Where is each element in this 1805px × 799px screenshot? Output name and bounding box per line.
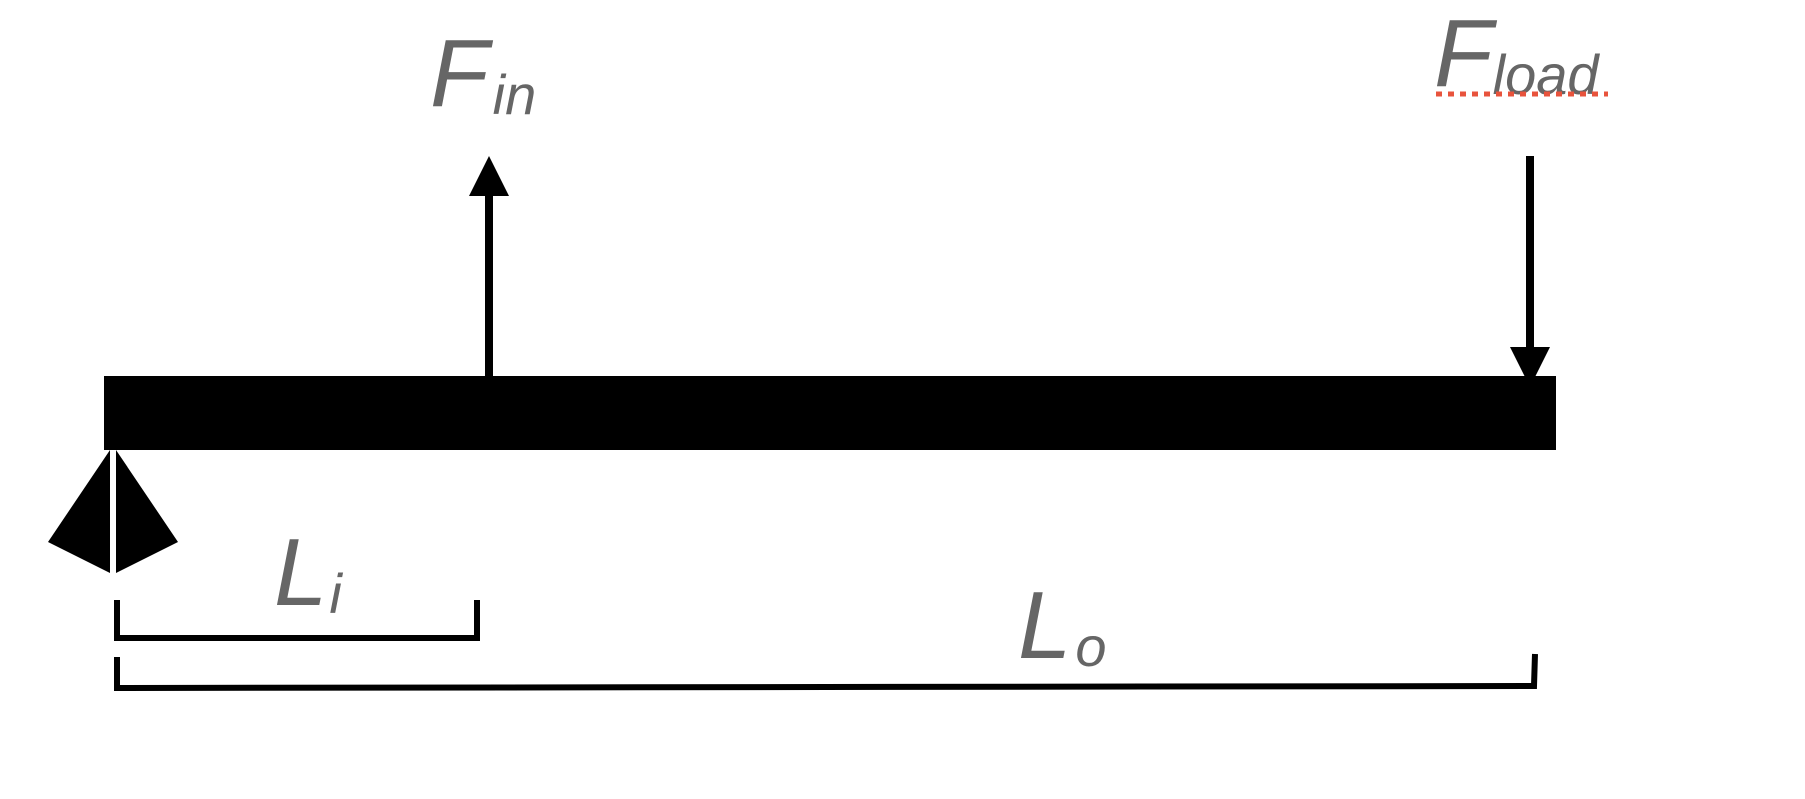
length-out-label: Lo: [1018, 572, 1107, 679]
force-in-subscript: in: [493, 63, 537, 126]
arrow-down-icon: [1510, 156, 1550, 387]
lo-dimension-bracket: [114, 653, 1538, 692]
force-load-symbol: F: [1434, 0, 1498, 107]
force-load-label: Fload: [1434, 0, 1600, 107]
force-in-symbol: F: [430, 20, 494, 127]
length-in-subscript: i: [329, 562, 343, 625]
li-dimension-bracket: [114, 600, 480, 641]
fulcrum-triangle-icon: [48, 450, 178, 573]
arrow-up-icon: [469, 156, 509, 377]
length-in-label: Li: [274, 519, 343, 626]
force-in-label: Fin: [430, 20, 536, 127]
length-out-subscript: o: [1075, 615, 1106, 678]
lever-beam: [104, 376, 1556, 450]
force-load-subscript: load: [1493, 43, 1601, 106]
length-out-symbol: L: [1018, 572, 1071, 679]
length-in-symbol: L: [274, 519, 327, 626]
